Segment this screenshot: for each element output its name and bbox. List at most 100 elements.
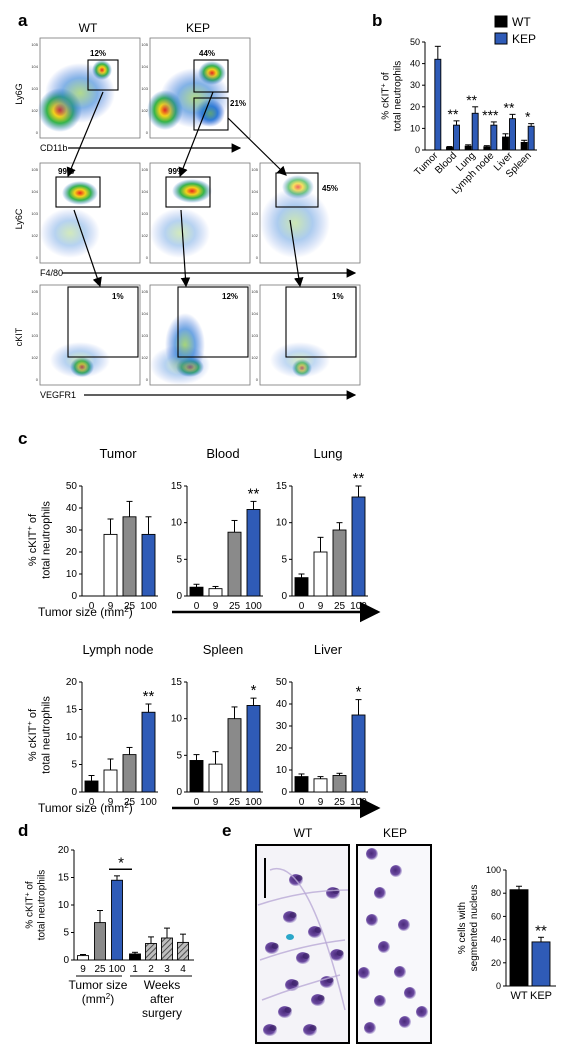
wt-strand-1: [259, 939, 346, 961]
chart-d-bar-2: [111, 879, 123, 961]
chart-c-axes-1-ytick-label: 10: [171, 518, 183, 529]
chart-d-axes-ytick-label: 0: [63, 955, 69, 966]
legend-kep-swatch: [494, 32, 508, 45]
chart-d-axes-ytick-label: 20: [58, 845, 70, 856]
panel-letter-c: c: [18, 429, 27, 448]
flow-wt-ly6c-ytick: 105: [31, 167, 38, 172]
flow-kep-low-ly6c-density-1: [260, 188, 330, 258]
chart-e-axes-ytick-label: 100: [486, 865, 501, 875]
kep-cell-0: [366, 848, 378, 860]
kep-cell-1: [390, 865, 402, 877]
chart-c-sig-1: **: [248, 485, 260, 502]
legend-wt-swatch: [494, 15, 508, 28]
chart-c-bar-4-3: [246, 705, 261, 793]
axis-cd11b: CD11b: [40, 143, 67, 153]
axis-f480: F4/80: [40, 268, 63, 278]
axis-ly6g: Ly6G: [14, 83, 24, 104]
flow-kep-low-ly6c-ytick: 0: [256, 255, 259, 260]
flow-wt-ly6c-density-0: [62, 181, 98, 205]
chart-c-axes-1: 0 5 10 15 0 9 25 100 **: [171, 481, 263, 612]
chart-c-xtick-0-1: 9: [108, 601, 114, 612]
chart-d-ylabel-of: of: [25, 881, 36, 892]
chart-c-title-3: Lymph node: [82, 642, 153, 657]
flow-wt-ly6g-ytick: 105: [31, 42, 38, 47]
kep-cell-2: [374, 887, 386, 899]
chart-c-xtick-3-2: 25: [124, 797, 136, 808]
chart-d-xtick-4: 2: [148, 964, 154, 975]
chart-d-xtick-3: 1: [132, 964, 138, 975]
flow-kep-ly6c-ytick: 0: [146, 255, 149, 260]
flow-wt-ly6g-ytick: 104: [31, 64, 38, 69]
gate-wt-f480: [55, 176, 101, 208]
chart-d-bar-4: [145, 943, 157, 961]
chart-b-axes-ytick-label: 30: [410, 80, 420, 90]
chart-e-axes-ytick-label: 0: [496, 981, 501, 991]
chart-b-axes-ytick-label: 0: [415, 145, 420, 155]
flow-kep-ly6c-density-0: [172, 179, 212, 203]
flow-kep-ckit-ytick: 103: [141, 333, 148, 338]
chart-d-axes-ytick-label: 15: [58, 873, 70, 884]
gate-kep-vegfr1: [177, 286, 249, 358]
flow-kep-low-ly6c-ytick: 103: [251, 211, 258, 216]
chart-d-bar-3: [129, 953, 141, 961]
flow-kep-low-ckit-ytick: 104: [251, 311, 258, 316]
chart-c-axes-2-ytick-label: 5: [281, 554, 287, 565]
chart-e-ylabel: % cells with segmented nucleus: [457, 885, 480, 972]
flow-wt-ly6c-ytick: 0: [36, 255, 39, 260]
chart-b-sig-5: *: [525, 109, 531, 125]
kep-cell-6: [358, 967, 370, 979]
chart-c-sig-4: *: [251, 682, 257, 699]
chart-c-title-0: Tumor: [99, 446, 137, 461]
flow-kep-low-ly6c: 105 104 103 102 0: [251, 162, 361, 264]
chart-c-axes-3-ytick-label: 20: [66, 677, 78, 688]
chart-c-ylabel-bottom-sup: +: [25, 721, 34, 726]
axis-ckit: cKIT: [14, 327, 24, 346]
chart-c-xtick-3-3: 100: [140, 797, 157, 808]
flow-wt-ckit-ytick: 105: [31, 289, 38, 294]
chart-c-axes-3-ytick-label: 0: [71, 787, 77, 798]
chart-c-axes-4-ytick-label: 10: [171, 714, 183, 725]
chart-c-xtick-3-1: 9: [108, 797, 114, 808]
flow-arrow-5: [289, 219, 304, 288]
chart-c-ylabel-top-line2: total neutrophils: [40, 501, 52, 579]
chart-b-xlabel-1: Blood: [433, 150, 459, 176]
flow-kep-low-ly6c-ytick: 102: [251, 233, 258, 238]
chart-c-axes-4-ytick-label: 15: [171, 677, 183, 688]
chart-d-group-label-3: after: [150, 992, 174, 1006]
chart-d-ylabel: % cKIT+ of total neutrophils: [24, 870, 48, 941]
flow-wt-ly6c-ytick: 102: [31, 233, 38, 238]
chart-b-ylabel-of: of: [381, 72, 392, 83]
flow-arrow-2: [227, 117, 287, 176]
gate-kep-low-vegfr1: [285, 286, 357, 358]
flow-wt-ly6g-density-2: [45, 63, 115, 123]
chart-c-axes-5-ytick-label: 30: [276, 721, 288, 732]
chart-c-bar-4-2: [227, 718, 242, 793]
chart-c-ylabel-bottom: % cKIT+ of total neutrophils: [25, 696, 53, 774]
flow-kep-low-ckit-ytick: 105: [251, 289, 258, 294]
chart-d-xtick-5: 3: [164, 964, 170, 975]
chart-d-group-label-1-end: ): [110, 992, 114, 1006]
flow-wt-ly6c-density-1: [40, 208, 100, 258]
chart-b-legend: WT KEP: [494, 15, 536, 46]
chart-b-sig-3: ***: [482, 107, 499, 123]
chart-e-ylabel-line2: segmented nucleus: [469, 885, 480, 972]
chart-b-bar-kep-3: [490, 124, 498, 151]
chart-c-axes-5-ytick-label: 20: [276, 743, 288, 754]
chart-c-axes-2-ytick-label: 10: [276, 518, 288, 529]
chart-b-ylabel-line2: total neutrophils: [393, 61, 404, 132]
chart-d-bar-0: [77, 955, 89, 961]
chart-c-axes-3: 0 5 10 15 20 0 9 25 100 **: [66, 677, 158, 808]
chart-c-title-1: Blood: [206, 446, 239, 461]
flow-wt-ckit: 105 104 103 102 0: [31, 284, 141, 386]
kep-cell-12: [416, 1006, 428, 1018]
chart-e-bar-0: [509, 889, 529, 987]
flow-kep-low-ly6c-ytick: 104: [251, 189, 258, 194]
chart-b-bar-kep-2: [471, 112, 479, 151]
wt-cell-lobe-2: [314, 927, 322, 933]
flow-wt-ly6g: 105 104 103 102 0: [31, 37, 141, 139]
chart-c-xlabel-end-1: ): [129, 801, 133, 815]
chart-b-ylabel-line1: % cKIT+ of: [380, 72, 392, 120]
